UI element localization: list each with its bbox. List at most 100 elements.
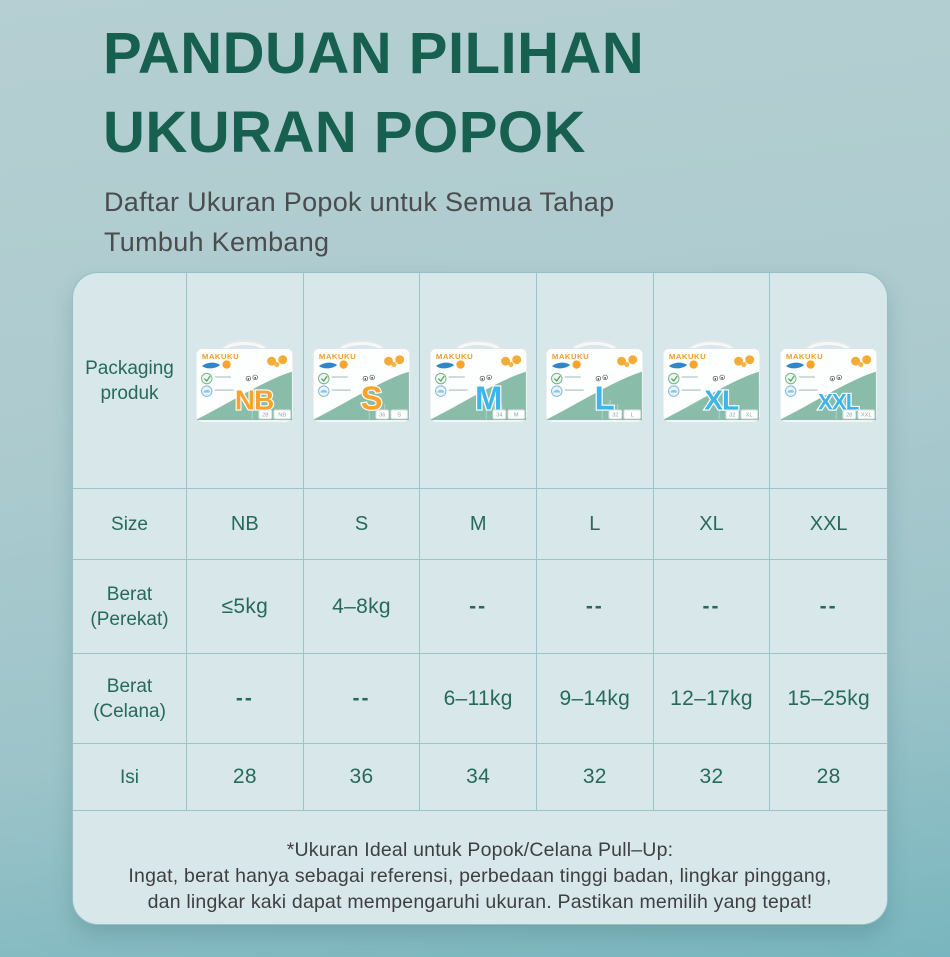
package-tags: 32 L [608, 409, 642, 420]
brand-logo: MAKUKU [552, 352, 589, 361]
page-title-line1: PANDUAN PILIHAN [103, 21, 645, 86]
svg-text:28: 28 [846, 413, 852, 419]
svg-text:XXL: XXL [861, 413, 873, 419]
weight-pants-cell-xxl: 15–25kg [787, 686, 870, 710]
brand-logo: MAKUKU [786, 352, 823, 361]
svg-text:XL: XL [746, 413, 754, 419]
bag-sage-swoosh [430, 371, 526, 421]
blue-swoosh [786, 362, 805, 369]
count-cell-l: 32 [537, 744, 654, 810]
feature-icon-green [668, 372, 680, 385]
svg-text:M: M [513, 413, 518, 419]
count-cell-xl: 32 [654, 744, 771, 810]
weight-tape-cell-s: 4–8kg [304, 560, 421, 653]
weight-pants-cell-l: 9–14kg [537, 654, 654, 743]
paw-marks [851, 355, 872, 368]
count-cell-xxl: 28 [816, 765, 841, 788]
package-tags: 28 NB [258, 409, 292, 420]
svg-text:32: 32 [612, 413, 618, 419]
paw-marks [384, 355, 405, 368]
package-size-letter: L [595, 380, 615, 417]
page-subtitle: Daftar Ukuran Popok untuk Semua Tahap Tu… [104, 187, 615, 257]
packaging-cell-s: MAKUKU S 36 S [304, 273, 421, 488]
svg-text:S: S [397, 413, 401, 419]
weight-tape-cell-xl: -- [654, 560, 771, 653]
svg-text:34: 34 [496, 413, 503, 419]
weight-tape-cell-l: -- [537, 560, 654, 653]
brand-logo: MAKUKU [669, 352, 706, 361]
size-cell-m: M [420, 489, 537, 559]
paw-marks [734, 355, 755, 368]
brand-logo: MAKUKU [436, 352, 473, 361]
bag-sage-swoosh [197, 371, 293, 421]
letter-eyes [596, 374, 609, 382]
product-package-s: MAKUKU S 36 S [312, 339, 411, 423]
letter-eyes [362, 374, 375, 382]
paw-marks [267, 355, 288, 368]
package-tags: 32 XL [725, 409, 758, 420]
row-label-weight-tape: Berat (Perekat) [73, 560, 187, 653]
weight-pants-cell-m: 6–11kg [420, 654, 537, 743]
weight-tape-cell-nb: ≤5kg [187, 560, 304, 653]
paw-marks [617, 355, 638, 368]
packaging-cell-m: MAKUKU M 34 M [420, 273, 537, 488]
count-cell-nb: 28 [187, 744, 304, 810]
svg-text:NB: NB [279, 413, 287, 419]
footnote-line3: dan lingkar kaki dapat mempengaruhi ukur… [147, 891, 813, 913]
size-cell-nb: NB [187, 489, 304, 559]
row-label-count: Isi [73, 744, 187, 810]
letter-eyes [246, 374, 259, 382]
orange-badge [689, 360, 698, 369]
packaging-cell-nb: MAKUKU NB 28 NB [187, 273, 304, 488]
size-cell-s: S [304, 489, 421, 559]
bag-sage-swoosh [314, 371, 409, 421]
size-row: Size NB S M L XL XXL [73, 489, 887, 560]
feature-icon-green [551, 372, 563, 385]
package-tags: 28 XXL [842, 409, 876, 420]
product-package-nb: MAKUKU NB 28 NB [195, 339, 294, 423]
weight-pants-row: Berat (Celana) -- -- 6–11kg 9–14kg 12–17kg 15… [73, 654, 887, 744]
count-cell-s: 36 [304, 744, 421, 810]
size-cell-xl: XL [654, 489, 771, 559]
packaging-row: Packaging produk MAKUKU NB 28 [73, 273, 887, 489]
row-label-packaging: Packaging produk [73, 273, 187, 488]
letter-eyes [479, 374, 492, 382]
product-package-xxl: MAKUKU XXL 28 XXL [779, 339, 878, 423]
packaging-cell-xxl: MAKUKU XXL 28 XXL [770, 273, 887, 488]
blue-swoosh [202, 362, 221, 369]
svg-text:L: L [631, 413, 635, 419]
size-cell-l: L [537, 489, 654, 559]
weight-pants-cell-s: -- [304, 654, 421, 743]
bag-sage-swoosh [547, 371, 643, 421]
weight-pants-cell-nb: -- [187, 654, 304, 743]
orange-badge [572, 360, 582, 369]
product-package-l: MAKUKU L 32 L [545, 339, 644, 423]
product-package-xl: MAKUKU XL 32 XL [662, 339, 761, 423]
orange-badge [456, 360, 465, 369]
feature-icon-green [318, 372, 330, 385]
bag-sage-swoosh [664, 371, 759, 421]
orange-badge [222, 360, 232, 369]
package-tags: 36 S [375, 409, 408, 420]
feature-icon-green [434, 372, 447, 385]
svg-text:28: 28 [262, 413, 268, 419]
packaging-cell-l: MAKUKU L 32 L [537, 273, 654, 488]
weight-tape-row: Berat (Perekat) ≤5kg 4–8kg -- -- -- -- [73, 560, 887, 654]
svg-text:36: 36 [379, 413, 385, 419]
count-cell-m: 34 [420, 744, 537, 810]
table-footnote: *Ukuran Ideal untuk Popok/Celana Pull–Up… [73, 810, 887, 922]
footnote-line2: Ingat, berat hanya sebagai referensi, pe… [128, 865, 832, 887]
feature-icon-green [201, 372, 213, 385]
weight-tape-cell-xxl: -- [819, 594, 838, 618]
letter-eyes [829, 374, 842, 382]
brand-logo: MAKUKU [202, 352, 239, 361]
footnote-line1: *Ukuran Ideal untuk Popok/Celana Pull–Up… [286, 839, 674, 861]
letter-eyes [712, 374, 725, 382]
size-guide-table: Packaging produk MAKUKU NB 28 [72, 272, 888, 925]
weight-tape-cell-m: -- [420, 560, 537, 653]
packaging-cell-xl: MAKUKU XL 32 XL [654, 273, 771, 488]
feature-icon-green [785, 372, 797, 385]
count-row: Isi 28 36 34 32 32 28 [73, 744, 887, 810]
brand-logo: MAKUKU [319, 352, 356, 361]
size-cell-xxl: XXL [809, 512, 848, 535]
